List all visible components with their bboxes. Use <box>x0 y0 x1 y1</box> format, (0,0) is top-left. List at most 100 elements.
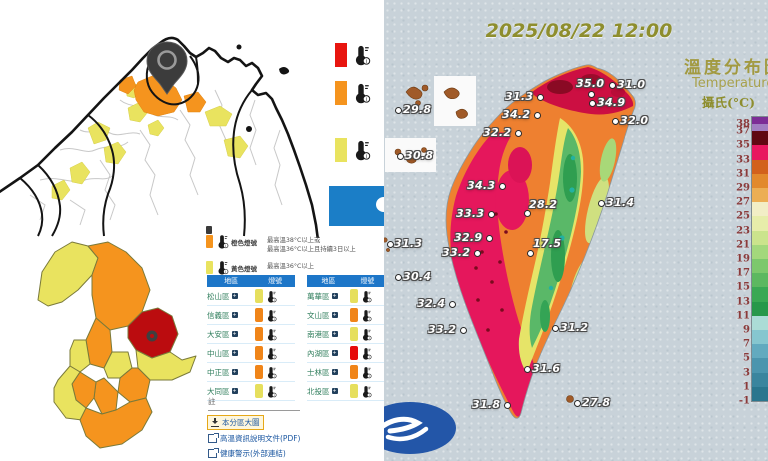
district-link[interactable]: 內湖區 + <box>307 348 350 359</box>
station-dot <box>448 300 456 308</box>
district-marker-hole <box>150 334 154 338</box>
expand-icon[interactable]: + <box>231 312 238 318</box>
expand-icon[interactable]: + <box>231 369 238 375</box>
colorbar-segment <box>752 124 768 132</box>
expand-icon[interactable]: + <box>231 331 238 337</box>
footer-link[interactable]: 健康警示(外部連結) <box>208 447 286 459</box>
colorbar-tick: 23 <box>736 225 750 237</box>
colorbar-segment <box>752 202 768 217</box>
station-dot <box>394 273 402 281</box>
district-name: 士林區 <box>307 367 330 377</box>
map-title-en: Temperature <box>692 76 768 91</box>
colorbar-segment <box>752 344 768 359</box>
colorbar-tick: 27 <box>736 196 750 208</box>
county-borders <box>19 55 253 237</box>
colorbar-tick: 21 <box>736 239 750 251</box>
level-description-line: 最高溫38°C以上或 <box>267 237 321 244</box>
map-title-zh: 溫度分布圖 <box>684 58 768 78</box>
district-link[interactable]: 信義區 + <box>207 310 255 321</box>
orange-signal-swatch <box>255 346 264 360</box>
legend-item-red <box>335 43 371 67</box>
signal-cell <box>255 308 277 322</box>
map-unit-label: 攝氏(°C) <box>702 95 756 110</box>
location-pin-icon <box>146 41 188 95</box>
colorbar-tick: 19 <box>736 253 750 265</box>
district-link[interactable]: 大安區 + <box>207 329 255 340</box>
table-header: 地區 燈號 <box>307 275 385 287</box>
colorbar-segment <box>752 287 768 302</box>
colorbar-segment <box>752 259 768 274</box>
station-temperature: 32.4 <box>417 297 446 310</box>
district-table-2: 地區 燈號 萬華區 + 文山區 + 南港區 + 內湖區 + 士林區 + 北投區 + <box>307 275 385 401</box>
colorbar-tick: 11 <box>736 310 750 322</box>
link-label: 本分區大圖 <box>222 418 260 427</box>
cwb-logo <box>384 402 456 454</box>
district-link[interactable]: 萬華區 + <box>307 291 350 302</box>
turtle-island <box>279 67 290 75</box>
district-name: 南港區 <box>307 329 330 339</box>
district-link[interactable]: 文山區 + <box>307 310 350 321</box>
taipei-districts-map <box>37 241 197 449</box>
footer-link[interactable]: 高溫資訊說明文件(PDF) <box>208 432 300 444</box>
expand-icon[interactable]: + <box>331 293 338 299</box>
signal-cell <box>255 365 277 379</box>
colorbar-segment <box>752 117 768 125</box>
signal-cell <box>349 365 372 379</box>
district-link[interactable]: 松山區 + <box>207 291 255 302</box>
station-temperature: 33.3 <box>456 207 485 220</box>
colorbar-tick: 1 <box>743 381 750 393</box>
orange-signal-swatch <box>255 365 264 379</box>
panel-button[interactable] <box>329 186 384 226</box>
district-link[interactable]: 士林區 + <box>307 367 350 378</box>
colorbar-tick: 33 <box>736 154 750 166</box>
district-link[interactable]: 中正區 + <box>207 367 255 378</box>
north-taiwan-warning-map <box>0 36 320 238</box>
table-row: 大同區 + <box>207 382 295 401</box>
yellow-warning-townships <box>51 83 249 201</box>
district-link[interactable]: 中山區 + <box>207 348 255 359</box>
colorbar-segment <box>752 188 768 203</box>
footer-link[interactable]: 本分區大圖 <box>207 415 264 430</box>
orange-signal-swatch <box>255 308 264 322</box>
colorbar-tick: 35 <box>736 139 750 151</box>
expand-icon[interactable]: + <box>331 331 338 337</box>
station-dot <box>514 129 522 137</box>
red-signal-swatch <box>349 346 358 360</box>
expand-icon[interactable]: + <box>231 350 238 356</box>
district-beitou <box>37 241 99 307</box>
colorbar-segment <box>752 301 768 316</box>
station-dot <box>386 240 394 248</box>
signal-cell <box>255 346 277 360</box>
thermometer-icon <box>360 347 372 360</box>
signal-cell <box>349 308 372 322</box>
station-dot <box>608 81 616 89</box>
red-swatch <box>335 43 347 67</box>
table-row: 大安區 + <box>207 325 295 344</box>
station-dot <box>536 93 544 101</box>
district-link[interactable]: 大同區 + <box>207 386 255 397</box>
station-temperature: 35.0 <box>576 77 605 90</box>
station-temperature: 27.8 <box>582 396 611 409</box>
signal-cell <box>349 289 372 303</box>
expand-icon[interactable]: + <box>331 312 338 318</box>
warning-panel: 橙色燈號 最高溫38°C以上或 最高溫36°C以上且持續3日以上 黃色燈號 最高溫36°… <box>0 36 385 459</box>
expand-icon[interactable]: + <box>331 388 338 394</box>
station-dot <box>597 199 605 207</box>
expand-icon[interactable]: + <box>331 369 338 375</box>
colorbar-tick: 7 <box>743 338 750 350</box>
expand-icon[interactable]: + <box>231 388 238 394</box>
expand-icon[interactable]: + <box>231 293 238 299</box>
station-temperature: 29.8 <box>403 103 432 116</box>
level-description: 最高溫38°C以上或 最高溫36°C以上且持續3日以上 <box>267 236 356 254</box>
district-table-1: 地區 燈號 松山區 + 信義區 + 大安區 + 中山區 + 中正區 + 大同區 + <box>207 275 295 401</box>
expand-icon[interactable]: + <box>331 350 338 356</box>
station-temperature: 33.2 <box>428 323 457 336</box>
colorbar-segment <box>752 244 768 259</box>
colorbar-tick: 37 <box>736 125 750 137</box>
station-dot <box>523 209 531 217</box>
thermometer-icon <box>265 347 277 360</box>
district-name: 中山區 <box>207 348 230 358</box>
district-link[interactable]: 南港區 + <box>307 329 350 340</box>
district-link[interactable]: 北投區 + <box>307 386 350 397</box>
colorbar-segment <box>752 273 768 288</box>
